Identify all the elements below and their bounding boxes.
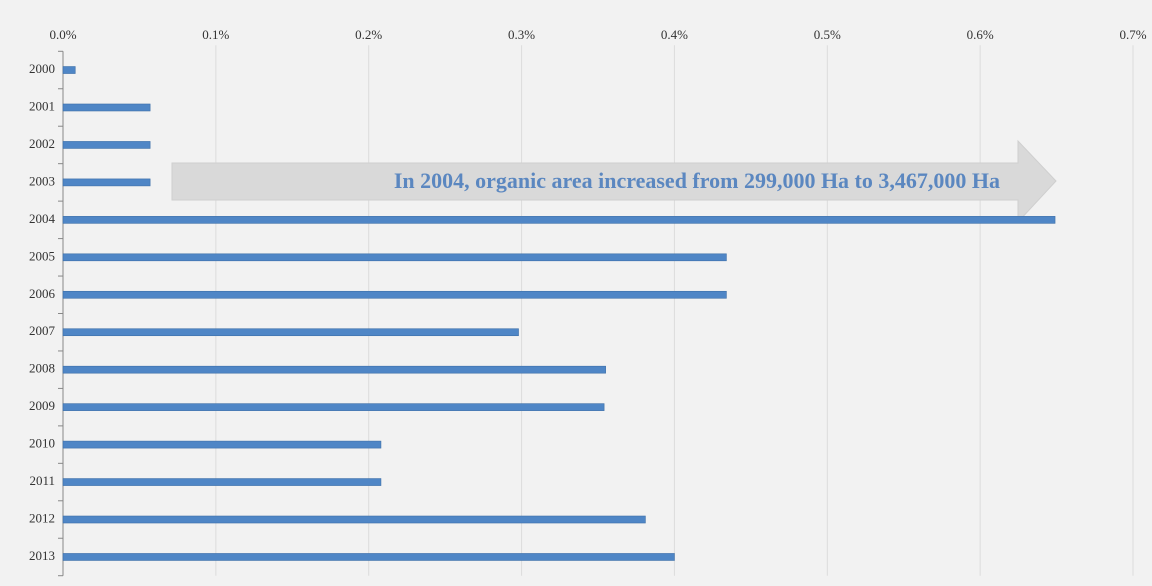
bar bbox=[62, 141, 151, 149]
y-tick-label: 2000 bbox=[29, 61, 55, 76]
bar bbox=[62, 365, 606, 374]
bar bbox=[62, 440, 382, 449]
y-tick-label: 2004 bbox=[29, 211, 56, 226]
x-tick-label: 0.1% bbox=[202, 27, 229, 42]
y-tick-label: 2013 bbox=[29, 548, 55, 563]
x-tick-label: 0.5% bbox=[814, 27, 841, 42]
y-tick-label: 2010 bbox=[29, 436, 55, 451]
x-tick-label: 0.0% bbox=[49, 27, 76, 42]
bar bbox=[62, 478, 382, 486]
bar bbox=[62, 253, 727, 262]
bar bbox=[62, 216, 1056, 224]
y-tick-label: 2008 bbox=[29, 361, 55, 376]
bar bbox=[62, 328, 519, 337]
y-tick-label: 2007 bbox=[29, 323, 56, 338]
x-tick-label: 0.6% bbox=[967, 27, 994, 42]
x-tick-label: 0.4% bbox=[661, 27, 688, 42]
x-tick-label: 0.3% bbox=[508, 27, 535, 42]
bar bbox=[62, 178, 151, 187]
bar bbox=[62, 553, 675, 561]
y-tick-label: 2012 bbox=[29, 510, 55, 525]
bar bbox=[62, 290, 727, 299]
x-tick-label: 0.7% bbox=[1119, 27, 1146, 42]
annotation: In 2004, organic area increased from 299… bbox=[394, 168, 1000, 193]
y-tick-label: 2001 bbox=[29, 98, 55, 113]
bar bbox=[62, 403, 605, 411]
x-tick-label: 0.2% bbox=[355, 27, 382, 42]
y-tick-label: 2011 bbox=[29, 473, 55, 488]
y-tick-label: 2009 bbox=[29, 398, 55, 413]
annotation-arrow bbox=[171, 139, 1057, 224]
bar bbox=[62, 515, 646, 524]
y-tick-label: 2006 bbox=[29, 286, 56, 301]
bar bbox=[62, 103, 151, 112]
y-tick-label: 2005 bbox=[29, 248, 55, 263]
y-tick-label: 2002 bbox=[29, 136, 55, 151]
bar bbox=[62, 66, 76, 74]
y-tick-label: 2003 bbox=[29, 173, 55, 188]
